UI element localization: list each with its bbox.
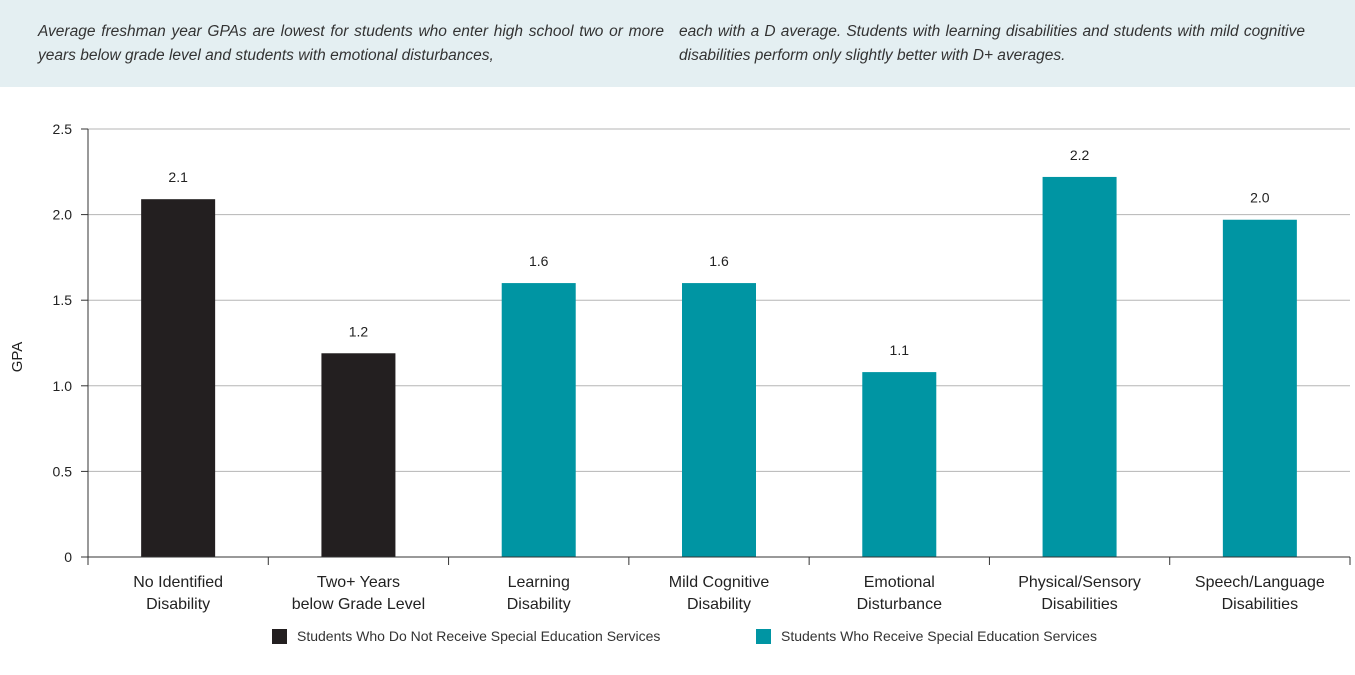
legend-swatch-sped bbox=[756, 628, 771, 644]
legend-item-sped: Students Who Receive Special Education S… bbox=[756, 628, 1097, 644]
y-tick-label: 0 bbox=[64, 549, 72, 565]
category-label: Emotional bbox=[864, 574, 935, 591]
category-label: Learning bbox=[508, 574, 570, 591]
bar bbox=[1222, 219, 1297, 557]
bar bbox=[321, 353, 396, 557]
legend: Students Who Do Not Receive Special Educ… bbox=[0, 628, 1355, 648]
bar bbox=[862, 372, 937, 557]
bar bbox=[682, 283, 756, 557]
gpa-bar-chart: 2.1 1.2 1.6 1.6 1.1 2.2 2.0 0 0.5 1.0 1.5 2.0 2.5 No… bbox=[9, 121, 1351, 613]
bar bbox=[501, 283, 576, 557]
legend-label-non-sped: Students Who Do Not Receive Special Educ… bbox=[297, 628, 661, 644]
y-tick-label: 1.5 bbox=[53, 292, 73, 308]
data-label: 2.1 bbox=[168, 169, 188, 185]
data-label: 1.1 bbox=[890, 342, 910, 358]
bars: 2.1 1.2 1.6 1.6 1.1 2.2 2.0 bbox=[141, 147, 1297, 557]
bar bbox=[1042, 176, 1117, 557]
category-label: Mild Cognitive bbox=[669, 574, 770, 591]
category-label: No Identified bbox=[133, 574, 223, 591]
category-label: Disturbance bbox=[857, 596, 942, 613]
bar bbox=[141, 199, 216, 557]
caption-left: Average freshman year GPAs are lowest fo… bbox=[38, 23, 664, 64]
data-label: 2.0 bbox=[1250, 190, 1270, 206]
legend-swatch-non-sped bbox=[272, 628, 287, 644]
category-label: below Grade Level bbox=[292, 596, 425, 613]
category-label: Disabilities bbox=[1041, 596, 1117, 613]
category-label: Disability bbox=[507, 596, 571, 613]
data-label: 1.6 bbox=[709, 253, 729, 269]
caption-right: each with a D average. Students with lea… bbox=[679, 23, 1305, 64]
data-label: 1.6 bbox=[529, 253, 549, 269]
y-tick-label: 0.5 bbox=[53, 463, 73, 479]
y-tick-label: 2.5 bbox=[53, 121, 73, 137]
category-label: Physical/Sensory bbox=[1018, 574, 1141, 591]
caption-box: Average freshman year GPAs are lowest fo… bbox=[0, 0, 1355, 87]
data-label: 2.2 bbox=[1070, 147, 1090, 163]
category-label: Disabilities bbox=[1222, 596, 1298, 613]
y-tick-label: 1.0 bbox=[53, 378, 73, 394]
category-label: Disability bbox=[146, 596, 210, 613]
axes: 0 0.5 1.0 1.5 2.0 2.5 No Identified Disability T… bbox=[53, 121, 1351, 613]
y-axis-label: GPA bbox=[9, 342, 26, 373]
legend-label-sped: Students Who Receive Special Education S… bbox=[781, 628, 1097, 644]
category-label: Two+ Years bbox=[317, 574, 400, 591]
y-tick-label: 2.0 bbox=[53, 207, 73, 223]
data-label: 1.2 bbox=[349, 323, 369, 339]
category-label: Speech/Language bbox=[1195, 574, 1325, 591]
legend-item-non-sped: Students Who Do Not Receive Special Educ… bbox=[272, 628, 660, 644]
category-label: Disability bbox=[687, 596, 751, 613]
